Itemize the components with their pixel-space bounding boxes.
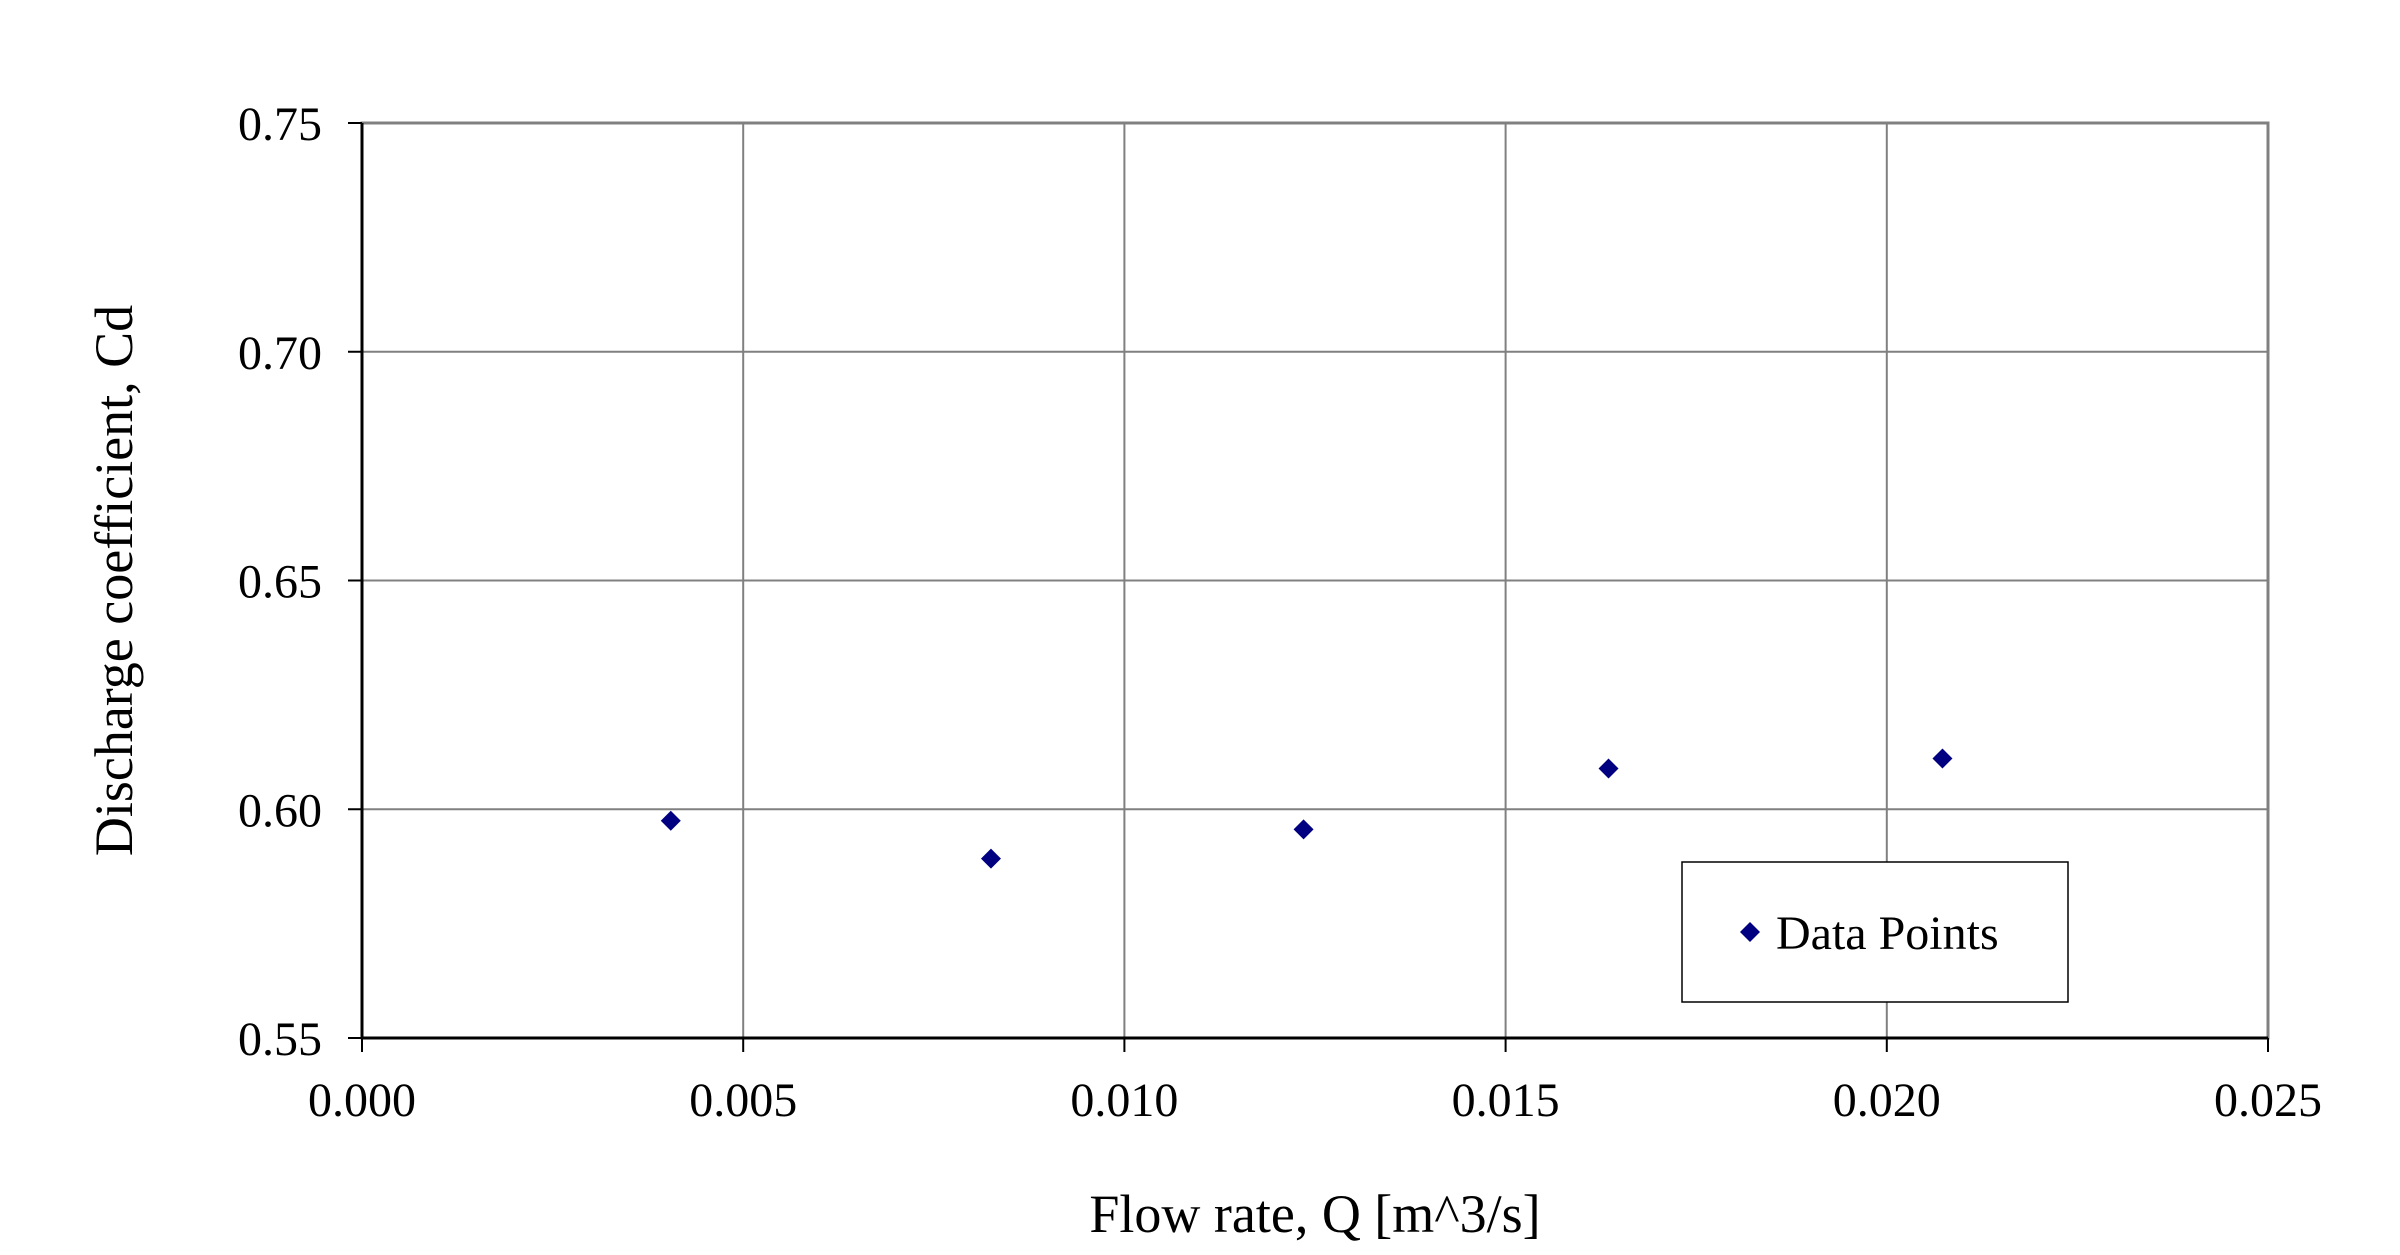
y-tick-label: 0.60 xyxy=(238,784,322,837)
x-tick-label: 0.000 xyxy=(308,1074,416,1127)
series-data-points xyxy=(660,748,1953,869)
data-point xyxy=(1598,758,1619,779)
x-tick-label: 0.015 xyxy=(1452,1074,1560,1127)
data-point xyxy=(980,848,1001,869)
legend-label: Data Points xyxy=(1776,907,1999,960)
y-tick-label: 0.70 xyxy=(238,327,322,380)
axes xyxy=(348,122,2269,1052)
y-tick-label: 0.75 xyxy=(238,98,322,151)
y-tick-label: 0.55 xyxy=(238,1013,322,1066)
x-axis-title: Flow rate, Q [m^3/s] xyxy=(1089,1184,1540,1244)
x-tick-label: 0.020 xyxy=(1833,1074,1941,1127)
x-tick-label: 0.005 xyxy=(689,1074,797,1127)
data-point xyxy=(660,810,681,831)
x-tick-label: 0.010 xyxy=(1070,1074,1178,1127)
x-tick-labels: 0.000 0.005 0.010 0.015 0.020 0.025 xyxy=(308,1074,2322,1127)
y-tick-labels: 0.55 0.60 0.65 0.70 0.75 xyxy=(238,98,322,1066)
y-axis-title: Discharge coefficient, Cd xyxy=(84,305,144,856)
data-point xyxy=(1293,819,1314,840)
legend: Data Points xyxy=(1681,861,2069,1003)
y-tick-label: 0.65 xyxy=(238,556,322,609)
data-point xyxy=(1932,748,1953,769)
legend-marker-diamond xyxy=(1740,922,1760,942)
x-tick-label: 0.025 xyxy=(2214,1074,2322,1127)
grid xyxy=(362,123,2268,1038)
